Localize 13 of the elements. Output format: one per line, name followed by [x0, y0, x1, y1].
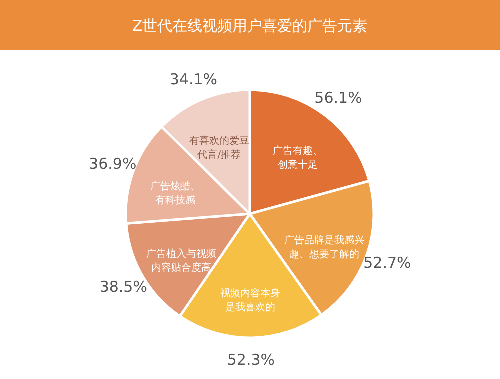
slice-label: 广告品牌是我感兴趣、想要了解的 [284, 234, 365, 261]
slice-label: 有喜欢的爱豆代言/推荐 [189, 134, 250, 161]
data-label: 52.3% [227, 350, 276, 369]
chart-title: Z世代在线视频用户喜爱的广告元素 [132, 17, 368, 35]
data-label: 36.9% [89, 154, 137, 173]
data-label: 38.5% [100, 278, 148, 296]
slice-label: 广告有趣、创意十足 [273, 144, 324, 171]
data-label: 34.1% [170, 70, 218, 88]
data-label: 56.1% [314, 88, 362, 107]
slice-label: 广告植入与视频内容贴合度高 [146, 248, 216, 274]
slice-label: 视频内容本身是我喜欢的 [220, 287, 281, 314]
data-label: 52.7% [364, 254, 412, 272]
slice-label: 广告炫酷、有科技感 [150, 180, 200, 207]
